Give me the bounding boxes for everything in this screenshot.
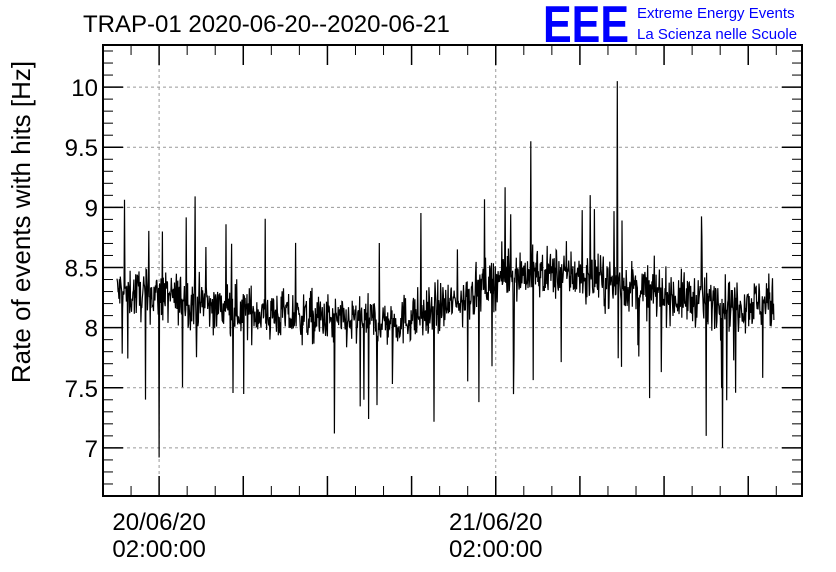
plot-frame (102, 44, 803, 497)
y-tick-label: 8 (85, 316, 98, 343)
x-tick-label-time: 02:00:00 (112, 536, 205, 563)
axis-ticks (102, 45, 802, 497)
logo-mark: EEE (543, 0, 629, 54)
tick-labels: 77.588.599.51020/06/2002:00:0021/06/2002… (65, 75, 543, 563)
y-tick-label: 7 (85, 436, 98, 463)
chart-title: TRAP-01 2020-06-20--2020-06-21 (83, 11, 450, 38)
logo-line2: La Scienza nelle Scuole (637, 26, 797, 43)
y-tick-label: 8.5 (65, 255, 98, 282)
y-tick-label: 9.5 (65, 135, 98, 162)
y-tick-label: 10 (71, 75, 98, 102)
y-tick-label: 9 (85, 195, 98, 222)
x-tick-label-date: 20/06/20 (112, 509, 205, 536)
logo-line1: Extreme Energy Events (637, 5, 795, 22)
grid (103, 45, 802, 496)
data-series (116, 81, 775, 458)
rate-series-line (116, 81, 775, 458)
y-tick-label: 7.5 (65, 376, 98, 403)
x-tick-label-date: 21/06/20 (449, 509, 542, 536)
x-tick-label-time: 02:00:00 (449, 536, 542, 563)
y-axis-title: Rate of events with hits [Hz] (6, 61, 36, 383)
eee-logo: EEE Extreme Energy Events La Scienza nel… (543, 0, 797, 54)
